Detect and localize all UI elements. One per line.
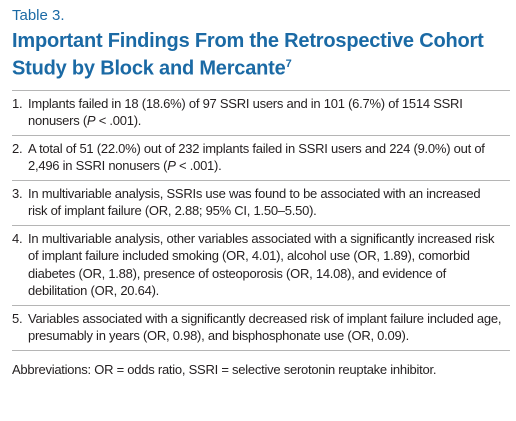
- title-text: Important Findings From the Retrospectiv…: [12, 30, 484, 80]
- row-text: Variables associated with a significantl…: [28, 310, 510, 345]
- text-segment: P: [167, 158, 176, 174]
- row-number: 3.: [12, 185, 23, 201]
- text-segment: A total of 51 (22.0%) out of 232 implant…: [28, 140, 485, 174]
- footnote: Abbreviations: OR = odds ratio, SSRI = s…: [12, 361, 437, 377]
- row-number: 5.: [12, 310, 23, 326]
- finding-row: 2. A total of 51 (22.0%) out of 232 impla…: [12, 136, 510, 181]
- text-segment: Implants failed in 18 (18.6%) of 97 SSRI…: [28, 95, 463, 129]
- table-title: Important Findings From the Retrospectiv…: [12, 30, 510, 81]
- row-text: In multivariable analysis, SSRIs use was…: [28, 185, 510, 220]
- row-text: In multivariable analysis, other variabl…: [28, 230, 510, 300]
- text-segment: Variables associated with a significantl…: [28, 310, 502, 344]
- row-number: 4.: [12, 230, 23, 246]
- row-text: Implants failed in 18 (18.6%) of 97 SSRI…: [28, 95, 510, 130]
- text-segment: P: [86, 113, 96, 129]
- row-number: 2.: [12, 140, 23, 156]
- text-segment: < .001).: [175, 158, 222, 174]
- reference: 7: [285, 58, 292, 70]
- text-segment: In multivariable analysis, other variabl…: [28, 230, 495, 299]
- finding-row: 1. Implants failed in 18 (18.6%) of 97 SS…: [12, 91, 510, 136]
- findings-list: 1. Implants failed in 18 (18.6%) of 97 SS…: [12, 89, 510, 351]
- finding-row: 3. In multivariable analysis, SSRIs use w…: [12, 181, 510, 226]
- finding-row: 5. Variables associated with a significan…: [12, 306, 510, 351]
- row-number: 1.: [12, 95, 23, 111]
- finding-row: 4. In multivariable analysis, other varia…: [12, 226, 510, 306]
- text-segment: < .001).: [95, 113, 142, 129]
- table-label: Table 3.: [12, 7, 65, 24]
- row-text: A total of 51 (22.0%) out of 232 implant…: [28, 140, 510, 175]
- text-segment: In multivariable analysis, SSRIs use was…: [28, 185, 481, 219]
